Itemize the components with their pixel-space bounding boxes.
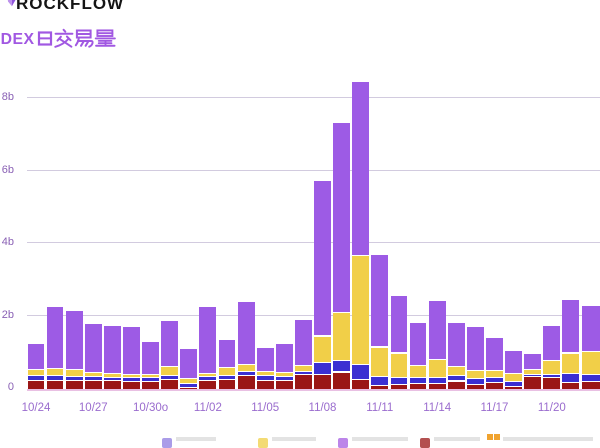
svg-text:DEX: DEX [1,31,35,48]
svg-text:ROCKFLOW: ROCKFLOW [16,0,124,13]
